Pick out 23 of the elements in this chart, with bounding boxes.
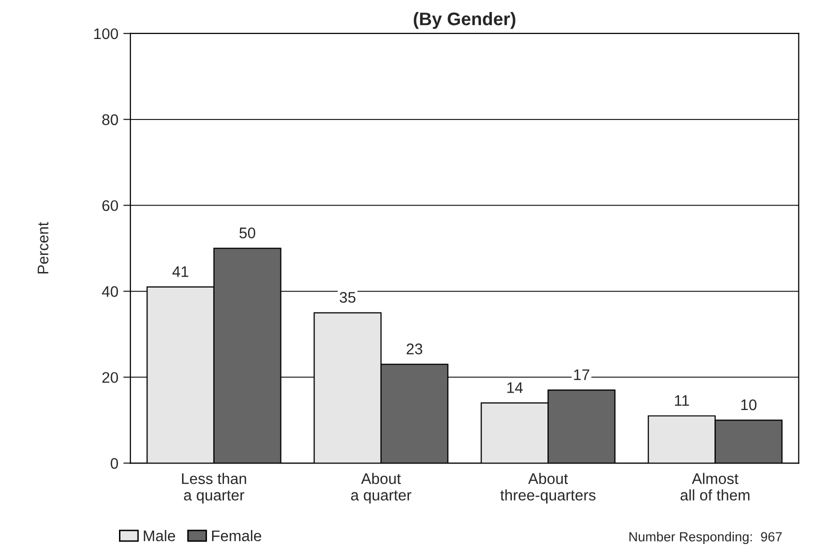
- x-tick-label: About three-quarters: [500, 472, 596, 504]
- legend-label: Male: [144, 530, 176, 542]
- chart-title: (By Gender): [414, 12, 516, 29]
- y-tick-label: 100: [94, 28, 118, 40]
- y-tick-label: 0: [110, 458, 118, 469]
- y-tick-label: 40: [102, 286, 118, 297]
- y-tick-label: 80: [102, 114, 118, 126]
- data-label: 35: [340, 292, 356, 303]
- data-label: 10: [741, 399, 756, 410]
- data-label: 23: [406, 344, 422, 354]
- x-tick-label: Almost all of them: [680, 472, 750, 501]
- text: Number Responding: 967: [629, 532, 782, 544]
- data-label: 14: [507, 382, 523, 393]
- y-tick-label: 20: [102, 372, 118, 383]
- data-label: 17: [574, 369, 590, 380]
- y-axis-title: Percent: [38, 222, 48, 274]
- data-label: 11: [674, 395, 689, 406]
- x-tick-label: About a quarter: [351, 472, 412, 504]
- data-label: 50: [239, 228, 256, 238]
- x-tick-label: Less than a quarter: [182, 472, 246, 504]
- legend-label: Female: [212, 530, 262, 542]
- data-label: 41: [172, 266, 188, 277]
- y-tick-label: 60: [102, 200, 118, 212]
